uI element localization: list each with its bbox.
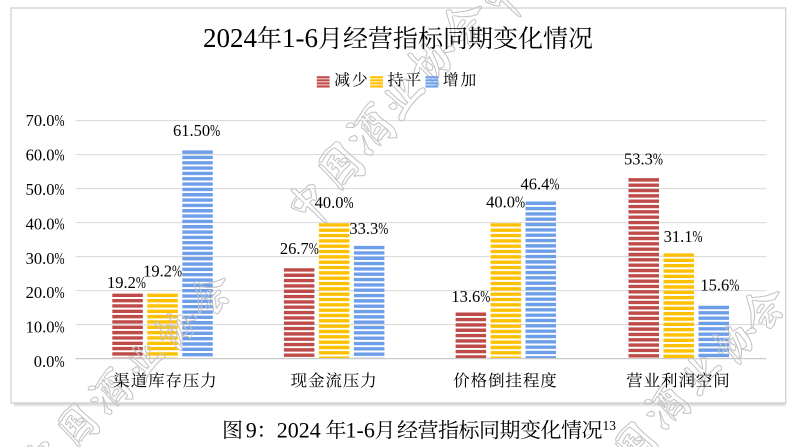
svg-text:1-6: 1-6 (346, 418, 375, 443)
svg-text:26.7: 26.7 (280, 239, 309, 258)
svg-text:%: % (515, 194, 525, 212)
svg-text:19.2: 19.2 (143, 262, 172, 281)
svg-text:1-6: 1-6 (282, 23, 318, 53)
svg-text:%: % (55, 147, 65, 165)
svg-text:33.3: 33.3 (349, 219, 378, 238)
svg-text:60.0: 60.0 (26, 145, 55, 164)
svg-text:%: % (55, 250, 65, 268)
svg-text:50.0: 50.0 (26, 180, 55, 199)
svg-text:%: % (549, 176, 559, 194)
svg-text:%: % (172, 263, 182, 281)
svg-text:70.0: 70.0 (26, 111, 55, 130)
svg-text:61.50: 61.50 (173, 121, 210, 140)
svg-text:0.0: 0.0 (34, 352, 55, 371)
svg-text:15.6: 15.6 (700, 276, 729, 295)
svg-text:40.0: 40.0 (26, 214, 55, 233)
svg-text:53.3: 53.3 (624, 149, 653, 168)
svg-text:%: % (653, 151, 663, 169)
svg-text:%: % (729, 277, 739, 295)
svg-text:46.4: 46.4 (521, 175, 550, 194)
svg-text:%: % (55, 216, 65, 234)
svg-text:%: % (55, 284, 65, 302)
svg-text:%: % (344, 194, 354, 212)
svg-text:13.6: 13.6 (451, 287, 480, 306)
svg-text:2024: 2024 (203, 23, 258, 53)
svg-text:13: 13 (603, 418, 617, 433)
svg-text:19.2: 19.2 (107, 273, 136, 292)
svg-text:%: % (210, 122, 220, 140)
svg-text:31.1: 31.1 (664, 227, 693, 246)
svg-text:9: 9 (246, 418, 257, 443)
svg-text:40.0: 40.0 (486, 193, 515, 212)
svg-text:%: % (480, 288, 490, 306)
svg-text:20.0: 20.0 (26, 283, 55, 302)
svg-text:%: % (55, 319, 65, 337)
svg-text:%: % (136, 274, 146, 292)
svg-text:2024: 2024 (277, 418, 321, 443)
svg-text:%: % (55, 353, 65, 371)
svg-text:%: % (378, 220, 388, 238)
svg-text:%: % (55, 181, 65, 199)
svg-text:40.0: 40.0 (315, 193, 344, 212)
svg-text:30.0: 30.0 (26, 249, 55, 268)
svg-text:10.0: 10.0 (26, 318, 55, 337)
svg-text:%: % (693, 228, 703, 246)
svg-text:%: % (309, 240, 319, 258)
svg-text:%: % (55, 112, 65, 130)
